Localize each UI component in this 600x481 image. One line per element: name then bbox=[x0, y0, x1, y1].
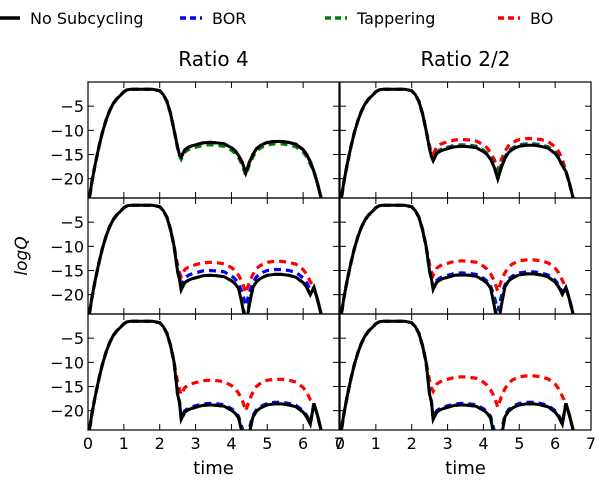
x-tick-label: 3 bbox=[442, 434, 452, 453]
legend-label: No Subcycling bbox=[30, 9, 144, 28]
y-tick-label: −20 bbox=[50, 402, 84, 421]
y-tick-label: −5 bbox=[60, 97, 84, 116]
column-title: Ratio 4 bbox=[178, 47, 248, 71]
x-tick-label: 5 bbox=[262, 434, 272, 453]
series-line-no-subcycling bbox=[88, 319, 323, 430]
series-line-no-subcycling bbox=[340, 319, 575, 430]
series-line-no-subcycling bbox=[340, 203, 575, 314]
x-tick-label: 2 bbox=[155, 434, 165, 453]
y-axis-label: logQ bbox=[12, 236, 32, 275]
x-tick-label: 6 bbox=[298, 434, 308, 453]
y-tick-label: −10 bbox=[50, 353, 84, 372]
series-line-no-subcycling bbox=[88, 87, 323, 198]
legend-label: Tappering bbox=[356, 9, 435, 28]
panel-frame bbox=[87, 81, 340, 199]
x-tick-label: 2 bbox=[407, 434, 417, 453]
x-tick-label: 0 bbox=[83, 434, 93, 453]
y-tick-label: −15 bbox=[50, 146, 84, 165]
legend-label: BO bbox=[530, 9, 553, 28]
x-tick-label: 3 bbox=[190, 434, 200, 453]
x-axis-label: time bbox=[445, 458, 486, 479]
x-tick-label: 4 bbox=[226, 434, 236, 453]
y-tick-label: −15 bbox=[50, 262, 84, 281]
x-tick-label: 1 bbox=[119, 434, 129, 453]
x-tick-label: 5 bbox=[514, 434, 524, 453]
x-tick-label: 6 bbox=[550, 434, 560, 453]
x-tick-label: 0 bbox=[335, 434, 345, 453]
panel-frame bbox=[87, 313, 340, 431]
x-axis-label: time bbox=[193, 458, 234, 479]
y-tick-label: −5 bbox=[60, 213, 84, 232]
x-tick-label: 1 bbox=[371, 434, 381, 453]
x-tick-label: 7 bbox=[586, 434, 596, 453]
y-tick-label: −10 bbox=[50, 121, 84, 140]
x-tick-label: 7 bbox=[334, 434, 344, 453]
panel-frame bbox=[339, 313, 592, 431]
legend-label: BOR bbox=[212, 9, 246, 28]
series-line-no-subcycling bbox=[88, 203, 323, 314]
y-tick-label: −5 bbox=[60, 329, 84, 348]
y-tick-label: −20 bbox=[50, 286, 84, 305]
panel-frame bbox=[87, 197, 340, 315]
panel-frame bbox=[339, 197, 592, 315]
column-title: Ratio 2/2 bbox=[421, 47, 511, 71]
x-tick-label: 4 bbox=[478, 434, 488, 453]
y-tick-label: −20 bbox=[50, 170, 84, 189]
series-line-no-subcycling bbox=[340, 87, 575, 198]
y-tick-label: −15 bbox=[50, 378, 84, 397]
y-tick-label: −10 bbox=[50, 237, 84, 256]
